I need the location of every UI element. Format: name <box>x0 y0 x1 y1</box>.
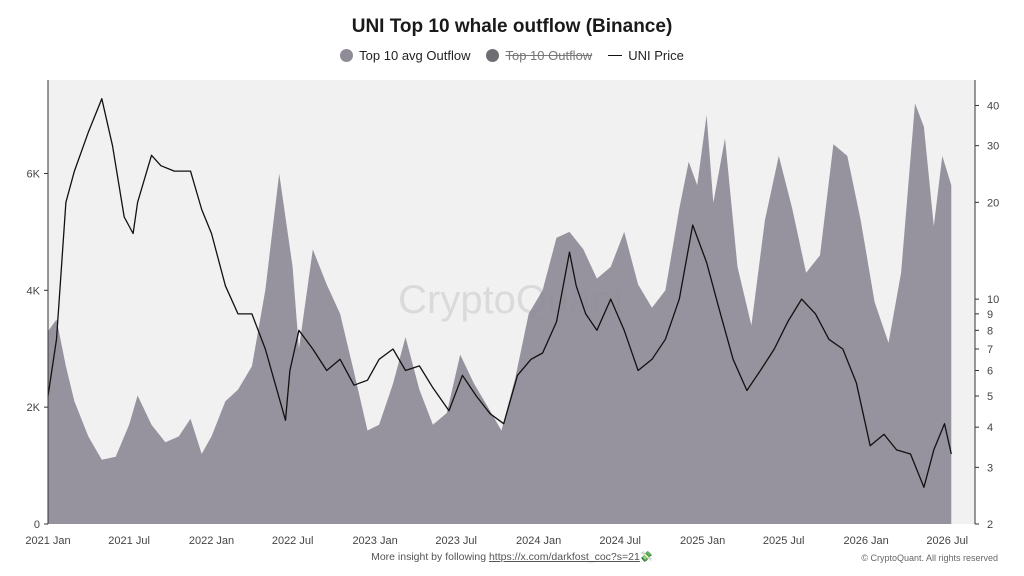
y-right-tick-label: 5 <box>987 391 993 403</box>
legend-label-avg-outflow: Top 10 avg Outflow <box>359 48 471 63</box>
y-right-tick-label: 8 <box>987 325 993 337</box>
chart-title: UNI Top 10 whale outflow (Binance) <box>351 16 673 37</box>
x-tick-label: 2026 Jan <box>843 535 888 547</box>
legend-item-outflow[interactable]: Top 10 Outflow <box>486 48 592 63</box>
x-tick-label: 2021 Jul <box>108 535 150 547</box>
x-tick-label: 2022 Jan <box>189 535 234 547</box>
legend-item-uni-price[interactable]: UNI Price <box>608 48 684 63</box>
series-line-uni-price <box>47 98 952 488</box>
series-area-avg-outflow <box>48 103 952 525</box>
x-tick-label: 2022 Jul <box>272 535 314 547</box>
x-tick-label: 2023 Jan <box>352 535 397 547</box>
x-tick-label: 2026 Jul <box>926 535 968 547</box>
footer-note: More insight by following https://x.com/… <box>0 550 1024 563</box>
y-right-tick-label: 4 <box>987 422 993 434</box>
y-right-tick-label: 30 <box>987 141 999 153</box>
y-right-tick-label: 3 <box>987 462 993 474</box>
y-right-tick-label: 20 <box>987 197 999 209</box>
y-right-tick-label: 9 <box>987 309 993 321</box>
legend-item-avg-outflow[interactable]: Top 10 avg Outflow <box>340 48 470 63</box>
y-left-tick-label: 0 <box>34 519 40 531</box>
money-emoji-icon: 💸 <box>639 551 653 563</box>
x-tick-label: 2024 Jul <box>599 535 641 547</box>
x-tick-label: 2025 Jul <box>763 535 805 547</box>
x-tick-label: 2024 Jan <box>516 535 561 547</box>
legend: Top 10 avg Outflow Top 10 Outflow UNI Pr… <box>0 48 1024 63</box>
y-right-tick-label: 40 <box>987 100 999 112</box>
x-tick-label: 2023 Jul <box>435 535 477 547</box>
legend-swatch-outflow <box>486 49 500 62</box>
y-right-tick-label: 10 <box>987 294 999 306</box>
y-right-tick-label: 6 <box>987 366 993 378</box>
y-left-tick-label: 2K <box>27 402 41 414</box>
y-right-tick-label: 7 <box>987 344 993 356</box>
y-right-tick-label: 2 <box>987 519 993 531</box>
legend-swatch-avg-outflow <box>340 49 354 62</box>
y-left-tick-label: 4K <box>27 285 41 297</box>
copyright: © CryptoQuant. All rights reserved <box>861 553 998 563</box>
x-tick-label: 2021 Jan <box>25 535 70 547</box>
footer-note-link[interactable]: https://x.com/darkfost_coc?s=21 <box>488 551 640 563</box>
y-left-tick-label: 6K <box>27 168 41 180</box>
x-tick-label: 2025 Jan <box>680 535 725 547</box>
footer-note-prefix: More insight by following <box>371 551 489 563</box>
legend-swatch-uni-price <box>608 55 623 56</box>
legend-label-outflow: Top 10 Outflow <box>505 48 593 63</box>
legend-label-uni-price: UNI Price <box>628 48 684 63</box>
